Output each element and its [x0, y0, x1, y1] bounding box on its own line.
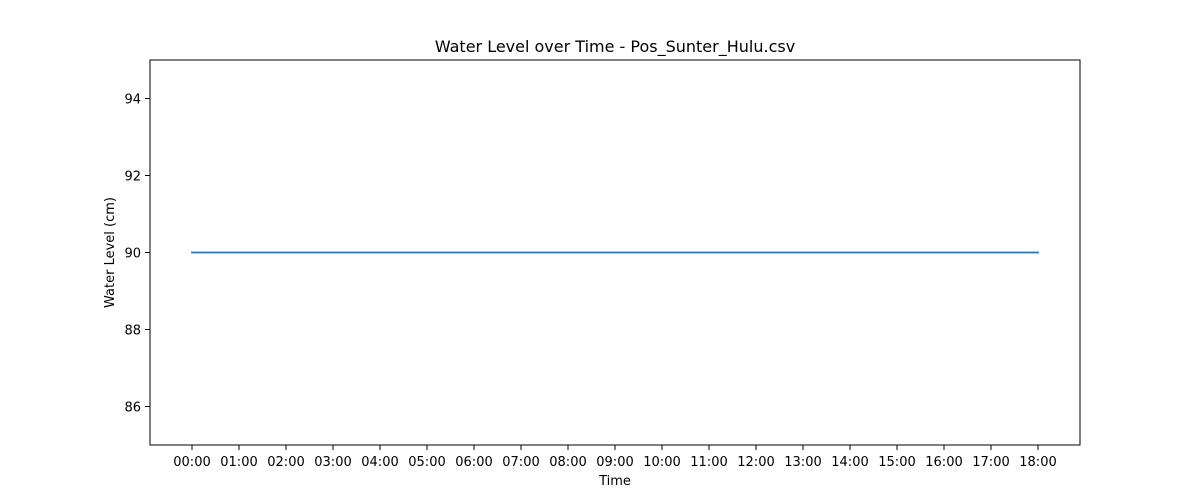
x-tick-label: 15:00 [878, 455, 915, 470]
x-tick-label: 17:00 [972, 455, 1009, 470]
y-axis-label: Water Level (cm) [103, 197, 118, 308]
y-tick-label: 94 [124, 93, 141, 108]
x-tick-label: 10:00 [643, 455, 680, 470]
y-tick-label: 90 [124, 247, 141, 262]
x-tick-label: 04:00 [361, 455, 398, 470]
chart-title: Water Level over Time - Pos_Sunter_Hulu.… [435, 37, 795, 57]
x-axis-label: Time [598, 474, 631, 489]
x-tick-label: 00:00 [173, 455, 210, 470]
x-tick-label: 09:00 [596, 455, 633, 470]
x-tick-label: 05:00 [408, 455, 445, 470]
x-tick-label: 16:00 [925, 455, 962, 470]
x-tick-label: 02:00 [267, 455, 304, 470]
x-axis: 00:00 01:00 02:00 03:00 04:00 05:00 06:00 07:00… [173, 445, 1057, 470]
x-tick-label: 07:00 [502, 455, 539, 470]
x-tick-label: 12:00 [737, 455, 774, 470]
x-tick-label: 11:00 [690, 455, 727, 470]
y-tick-label: 86 [124, 401, 141, 416]
x-tick-label: 06:00 [455, 455, 492, 470]
x-tick-label: 03:00 [314, 455, 351, 470]
y-tick-label: 92 [124, 170, 141, 185]
x-tick-label: 18:00 [1019, 455, 1056, 470]
y-axis: 86 88 90 92 94 [124, 93, 150, 416]
x-tick-label: 14:00 [831, 455, 868, 470]
x-tick-label: 08:00 [549, 455, 586, 470]
x-tick-label: 01:00 [220, 455, 257, 470]
x-tick-label: 13:00 [784, 455, 821, 470]
y-tick-label: 88 [124, 324, 141, 339]
